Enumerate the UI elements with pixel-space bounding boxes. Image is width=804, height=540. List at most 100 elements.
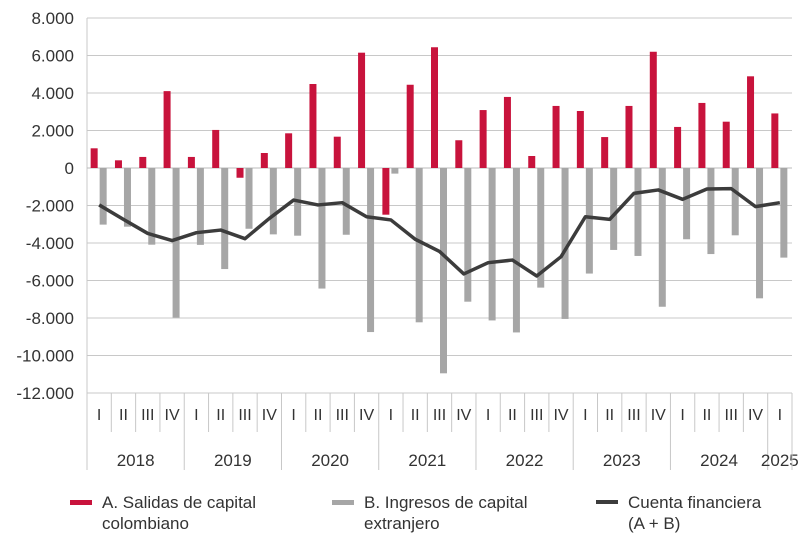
bar-salidas: [236, 168, 244, 178]
quarter-label: I: [486, 407, 490, 424]
bar-salidas: [601, 137, 609, 168]
y-tick-label: -8.000: [26, 309, 74, 328]
bar-ingresos: [585, 168, 593, 274]
legend-item-b: B. Ingresos de capital extranjero: [332, 492, 527, 534]
bar-ingresos: [780, 168, 788, 258]
quarter-label: II: [702, 407, 711, 424]
bar-salidas: [90, 148, 98, 168]
year-label: 2018: [117, 451, 155, 470]
bar-ingresos: [196, 168, 204, 245]
legend-label: A. Salidas de capital: [102, 493, 257, 512]
bar-salidas: [187, 156, 195, 168]
bar-ingresos: [367, 168, 375, 333]
bar-salidas: [163, 91, 171, 168]
bar-salidas: [552, 105, 560, 168]
quarter-label: III: [336, 407, 349, 424]
bar-salidas: [747, 76, 755, 168]
legend-item-c: Cuenta financiera (A + B): [596, 492, 761, 534]
bar-salidas: [771, 113, 779, 168]
bar-salidas: [358, 52, 366, 168]
quarter-label: II: [411, 407, 420, 424]
quarter-label: II: [508, 407, 517, 424]
legend-swatch-a: [70, 500, 92, 505]
quarter-label: III: [725, 407, 738, 424]
bar-ingresos: [172, 168, 180, 318]
bar-salidas: [260, 153, 268, 168]
bar-ingresos: [731, 168, 739, 236]
y-tick-label: -4.000: [26, 234, 74, 253]
bar-salidas: [455, 140, 463, 168]
bar-ingresos: [245, 168, 253, 229]
legend-swatch-c: [596, 500, 618, 504]
y-tick-label: -2.000: [26, 197, 74, 216]
year-label: 2025: [761, 451, 799, 470]
bar-salidas: [431, 47, 438, 168]
legend-label: (A + B): [628, 514, 681, 533]
quarter-label: I: [680, 407, 684, 424]
bar-ingresos: [561, 168, 569, 319]
bar-ingresos: [318, 168, 326, 289]
y-tick-label: 6.000: [31, 47, 74, 66]
year-label: 2023: [603, 451, 641, 470]
bar-ingresos: [610, 168, 618, 250]
bar-salidas: [285, 133, 293, 168]
y-tick-label: -6.000: [26, 272, 74, 291]
bar-ingresos: [342, 168, 350, 235]
quarter-label: II: [216, 407, 225, 424]
chart-svg: 8.000 6.000 4.000 2.000 0 -2.000 -4.000 -6.000 -…: [16, 9, 799, 470]
quarter-label: I: [194, 407, 198, 424]
bar-salidas: [722, 121, 730, 168]
bar-ingresos: [756, 168, 764, 299]
legend-label: B. Ingresos de capital: [364, 493, 528, 512]
y-tick-label: 0: [65, 159, 74, 178]
bar-salidas: [406, 84, 414, 168]
year-label: 2021: [408, 451, 446, 470]
quarter-label: I: [97, 407, 101, 424]
y-tick-label: 4.000: [31, 84, 74, 103]
quarter-label: IV: [359, 407, 374, 424]
bar-salidas: [333, 136, 341, 168]
bar-salidas: [576, 111, 584, 168]
bar-salidas: [382, 168, 390, 215]
bar-salidas: [528, 156, 536, 168]
bar-salidas: [625, 105, 633, 168]
quarter-label: III: [530, 407, 543, 424]
y-tick-label: -12.000: [16, 384, 74, 403]
bar-ingresos: [512, 168, 520, 333]
bar-salidas: [309, 84, 317, 168]
quarter-label: IV: [748, 407, 763, 424]
bar-salidas: [139, 156, 147, 168]
bar-ingresos: [464, 168, 472, 302]
bar-salidas: [649, 51, 657, 168]
legend-swatch-b: [332, 500, 354, 505]
bar-ingresos: [658, 168, 666, 307]
bar-ingresos: [683, 168, 691, 240]
y-tick-label: 2.000: [31, 122, 74, 141]
year-label: 2024: [700, 451, 738, 470]
quarter-label: III: [238, 407, 251, 424]
bar-ingresos: [415, 168, 423, 323]
bar-salidas: [503, 96, 511, 168]
bar-ingresos: [269, 168, 277, 235]
bar-ingresos: [391, 168, 399, 174]
quarter-label: III: [627, 407, 640, 424]
y-tick-label: -10.000: [16, 347, 74, 366]
bar-salidas: [212, 129, 220, 168]
bar-salidas: [479, 110, 487, 168]
quarter-label: I: [778, 407, 782, 424]
quarter-label: IV: [456, 407, 471, 424]
bar-salidas: [674, 126, 682, 168]
quarter-label: IV: [651, 407, 666, 424]
bar-salidas: [114, 160, 122, 168]
bar-ingresos: [488, 168, 496, 321]
legend-label: colombiano: [102, 514, 189, 533]
quarter-label: IV: [262, 407, 277, 424]
bar-ingresos: [99, 168, 107, 225]
bar-salidas: [698, 102, 706, 168]
legend-item-a: A. Salidas de capital colombiano: [70, 492, 256, 534]
quarter-label: IV: [553, 407, 568, 424]
bar-ingresos: [123, 168, 131, 227]
y-tick-label: 8.000: [31, 9, 74, 28]
legend-label: extranjero: [364, 514, 440, 533]
